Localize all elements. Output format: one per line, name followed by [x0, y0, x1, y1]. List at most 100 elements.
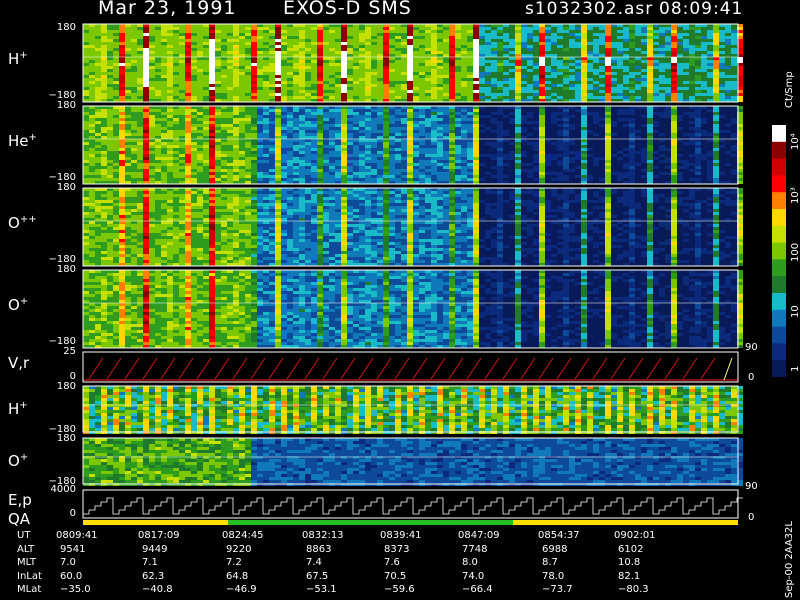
spectro-cell [317, 42, 323, 45]
spectro-cell [101, 157, 107, 160]
spectro-cell [155, 115, 161, 118]
spectro-cell [509, 87, 515, 90]
spectro-cell [551, 154, 557, 157]
spectro-cell [113, 163, 119, 166]
spectro-cell [347, 124, 353, 127]
spectro-cell [677, 66, 683, 69]
spectro-cell [389, 133, 395, 136]
spectro-cell [413, 42, 419, 45]
spectro-cell [713, 33, 719, 36]
spectro-cell [437, 27, 443, 30]
spectro-cell [335, 154, 341, 157]
spectro-cell [683, 36, 689, 39]
spectro-cell [563, 87, 569, 90]
spectro-cell [389, 115, 395, 118]
spectro-cell [383, 154, 389, 157]
spectro-cell [95, 148, 101, 151]
spectro-cell [107, 69, 113, 72]
spectro-cell [563, 109, 569, 112]
spectro-cell [461, 142, 467, 145]
spectro-cell [557, 36, 563, 39]
spectro-cell [215, 42, 221, 45]
spectro-cell [89, 172, 95, 175]
spectro-cell [137, 118, 143, 121]
spectro-cell [335, 36, 341, 39]
spectro-cell [329, 93, 335, 96]
spectro-cell [569, 72, 575, 75]
spectro-cell [83, 39, 89, 42]
spectro-cell [623, 51, 629, 54]
spectro-cell [383, 130, 389, 133]
spectro-cell [125, 148, 131, 151]
spectro-cell [467, 121, 473, 124]
spectro-cell [161, 75, 167, 78]
spectro-cell [491, 157, 497, 160]
spectro-cell [659, 45, 665, 48]
spectro-cell [491, 39, 497, 42]
spectro-cell [215, 30, 221, 33]
spectro-cell [323, 48, 329, 51]
spectro-cell [101, 181, 107, 184]
spectro-cell [689, 63, 695, 66]
spectro-cell [203, 87, 209, 90]
spectro-cell [437, 145, 443, 148]
spectro-cell [83, 166, 89, 169]
spectro-cell [533, 81, 539, 84]
spectro-cell [317, 33, 323, 36]
spectro-cell [383, 78, 389, 81]
spectro-cell [269, 121, 275, 124]
spectro-cell [677, 39, 683, 42]
spectro-cell [287, 51, 293, 54]
spectro-cell [431, 172, 437, 175]
spectro-cell [113, 169, 119, 172]
spectro-cell [395, 127, 401, 130]
spectro-cell [455, 60, 461, 63]
spectro-cell [407, 118, 413, 121]
spectro-cell [407, 169, 413, 172]
spectro-cell [395, 96, 401, 99]
spectro-cell [227, 87, 233, 90]
spectro-cell [371, 166, 377, 169]
spectro-cell [521, 136, 527, 139]
spectro-cell [107, 36, 113, 39]
spectro-cell [551, 175, 557, 178]
spectro-cell [389, 60, 395, 63]
spectro-cell [455, 84, 461, 87]
spectro-cell [425, 90, 431, 93]
spectro-cell [401, 172, 407, 175]
spectro-cell [107, 96, 113, 99]
spectro-cell [143, 84, 149, 87]
spectro-cell [545, 78, 551, 81]
spectro-cell [539, 139, 545, 142]
spectro-cell [227, 127, 233, 130]
spectro-cell [521, 81, 527, 84]
spectro-cell [569, 154, 575, 157]
spectro-cell [335, 178, 341, 181]
spectro-cell [323, 63, 329, 66]
spectro-cell [281, 121, 287, 124]
spectro-cell [287, 87, 293, 90]
spectro-cell [527, 63, 533, 66]
spectro-cell [515, 78, 521, 81]
spectro-cell [539, 181, 545, 184]
spectro-cell [125, 133, 131, 136]
spectro-cell [737, 93, 743, 96]
spectro-cell [155, 157, 161, 160]
spectro-cell [101, 60, 107, 63]
spectro-cell [713, 36, 719, 39]
spectro-cell [419, 130, 425, 133]
spectro-cell [419, 42, 425, 45]
spectro-cell [545, 181, 551, 184]
spectro-cell [689, 57, 695, 60]
spectro-cell [323, 36, 329, 39]
spectro-cell [143, 139, 149, 142]
spectro-cell [257, 27, 263, 30]
spectro-cell [677, 48, 683, 51]
spectro-cell [293, 42, 299, 45]
spectro-cell [587, 90, 593, 93]
spectro-cell [125, 127, 131, 130]
spectro-cell [107, 81, 113, 84]
spectro-cell [143, 157, 149, 160]
spectro-cell [221, 121, 227, 124]
spectro-cell [119, 175, 125, 178]
